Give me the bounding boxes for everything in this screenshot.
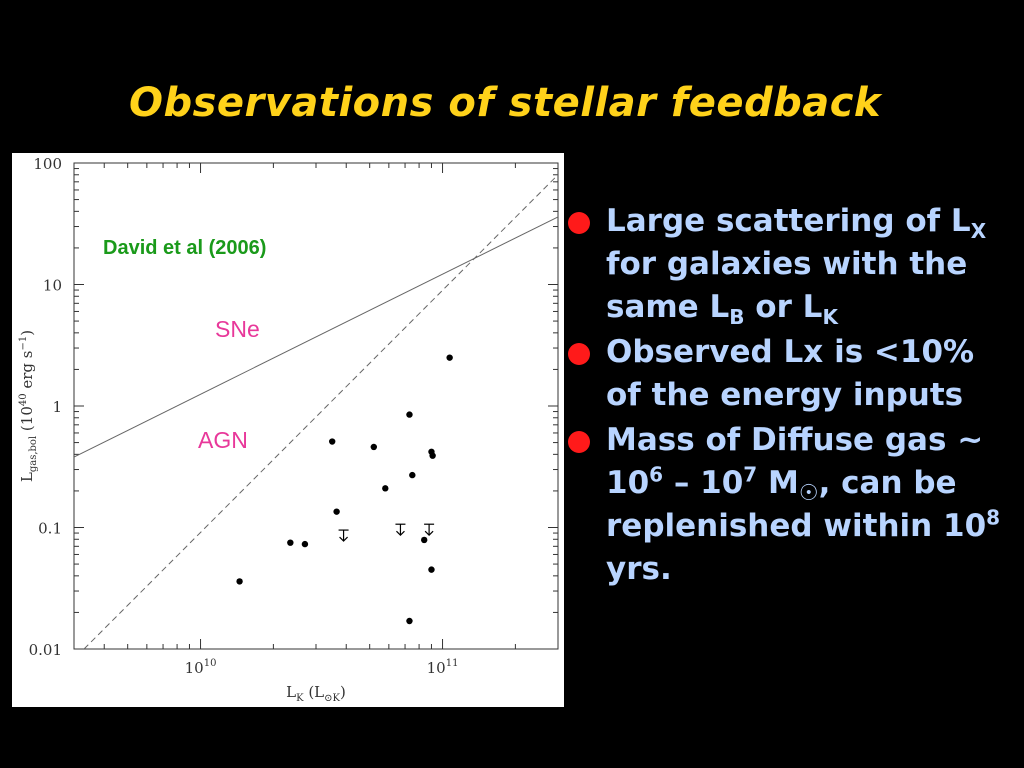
data-point (421, 536, 428, 544)
plot-frame (73, 162, 559, 650)
upper-limit-arrow (339, 536, 348, 542)
data-point (446, 354, 453, 361)
sne-line-label: SNe (215, 316, 260, 342)
y-axis-label-main: L (18, 472, 36, 482)
bullet-item: Observed Lx is <10% of the energy inputs (566, 331, 1016, 417)
bullet-text: Observed Lx is <10% of the energy inputs (606, 334, 975, 413)
upper-limit-marker (395, 523, 406, 537)
x-tick-mantissa: 10 (427, 659, 446, 677)
upper-limit-marker (424, 523, 435, 537)
y-axis-label-sup: 40 (18, 393, 29, 406)
plot-area (74, 174, 558, 649)
x-tick-exponent: 10 (204, 658, 217, 669)
data-point (406, 411, 413, 418)
data-point (236, 578, 243, 585)
y-axis-label: Lgas,bol (1040 erg s−1) (18, 330, 39, 482)
y-axis-label-close: ) (18, 330, 36, 336)
y-axis-label-unit: erg s (18, 351, 36, 394)
data-point (287, 539, 294, 546)
y-tick-label: 100 (33, 155, 62, 173)
bullet-text: Large scattering of LX for galaxies with… (606, 203, 987, 330)
data-point (382, 485, 389, 492)
data-point (409, 471, 416, 479)
y-axis-label-sup2: −1 (18, 336, 29, 351)
bullet-dot-icon (568, 343, 590, 365)
x-tick-mantissa: 10 (185, 659, 204, 677)
y-tick-label: 10 (43, 277, 62, 295)
x-tick-exponent: 11 (446, 658, 459, 669)
agn-line-label: AGN (198, 427, 248, 453)
y-tick-label: 0.1 (38, 520, 62, 538)
bullet-item: Mass of Diffuse gas ~ 106 – 107 M☉, can … (566, 419, 1016, 591)
bullet-item: Large scattering of LX for galaxies with… (566, 200, 1016, 329)
data-point (329, 438, 336, 445)
x-axis-label-sub2: ⊙K (324, 693, 340, 704)
data-point (428, 566, 435, 573)
data-point (406, 617, 413, 625)
x-axis-label-close: ) (340, 683, 346, 701)
bullet-dot-icon (568, 431, 590, 453)
y-axis-label-rest: (10 (18, 406, 36, 436)
chart-panel: 0.01 0.1 1 10 100 1010 1011 LK (L⊙K) Lgas,bol (1… (12, 153, 564, 707)
x-axis-label-rest: (L (304, 683, 325, 701)
y-tick-label: 1 (52, 398, 62, 416)
y-axis-label-sub: gas,bol (28, 436, 39, 472)
x-tick-label: 1010 (185, 658, 217, 677)
upper-limit-marker (338, 529, 349, 542)
x-axis-label-main: L (286, 683, 296, 701)
model-line-sne (74, 216, 558, 458)
slide-title: Observations of stellar feedback (128, 80, 882, 126)
x-tick-label: 1011 (427, 658, 459, 677)
upper-limit-arrow (424, 530, 434, 537)
y-tick-label: 0.01 (29, 641, 62, 659)
x-axis-label: LK (L⊙K) (286, 683, 346, 704)
citation-annotation: David et al (2006) (103, 237, 266, 259)
data-point (370, 443, 378, 451)
upper-limit-arrow (396, 530, 405, 537)
data-point (333, 508, 340, 515)
bullet-text: Mass of Diffuse gas ~ 106 – 107 M☉, can … (606, 422, 1001, 587)
bullet-dot-icon (568, 212, 590, 234)
data-point (301, 540, 309, 548)
x-axis-label-sub: K (296, 693, 304, 704)
data-point (429, 452, 436, 459)
model-line-agn (83, 174, 558, 649)
bullet-list: Large scattering of LX for galaxies with… (566, 200, 1016, 593)
